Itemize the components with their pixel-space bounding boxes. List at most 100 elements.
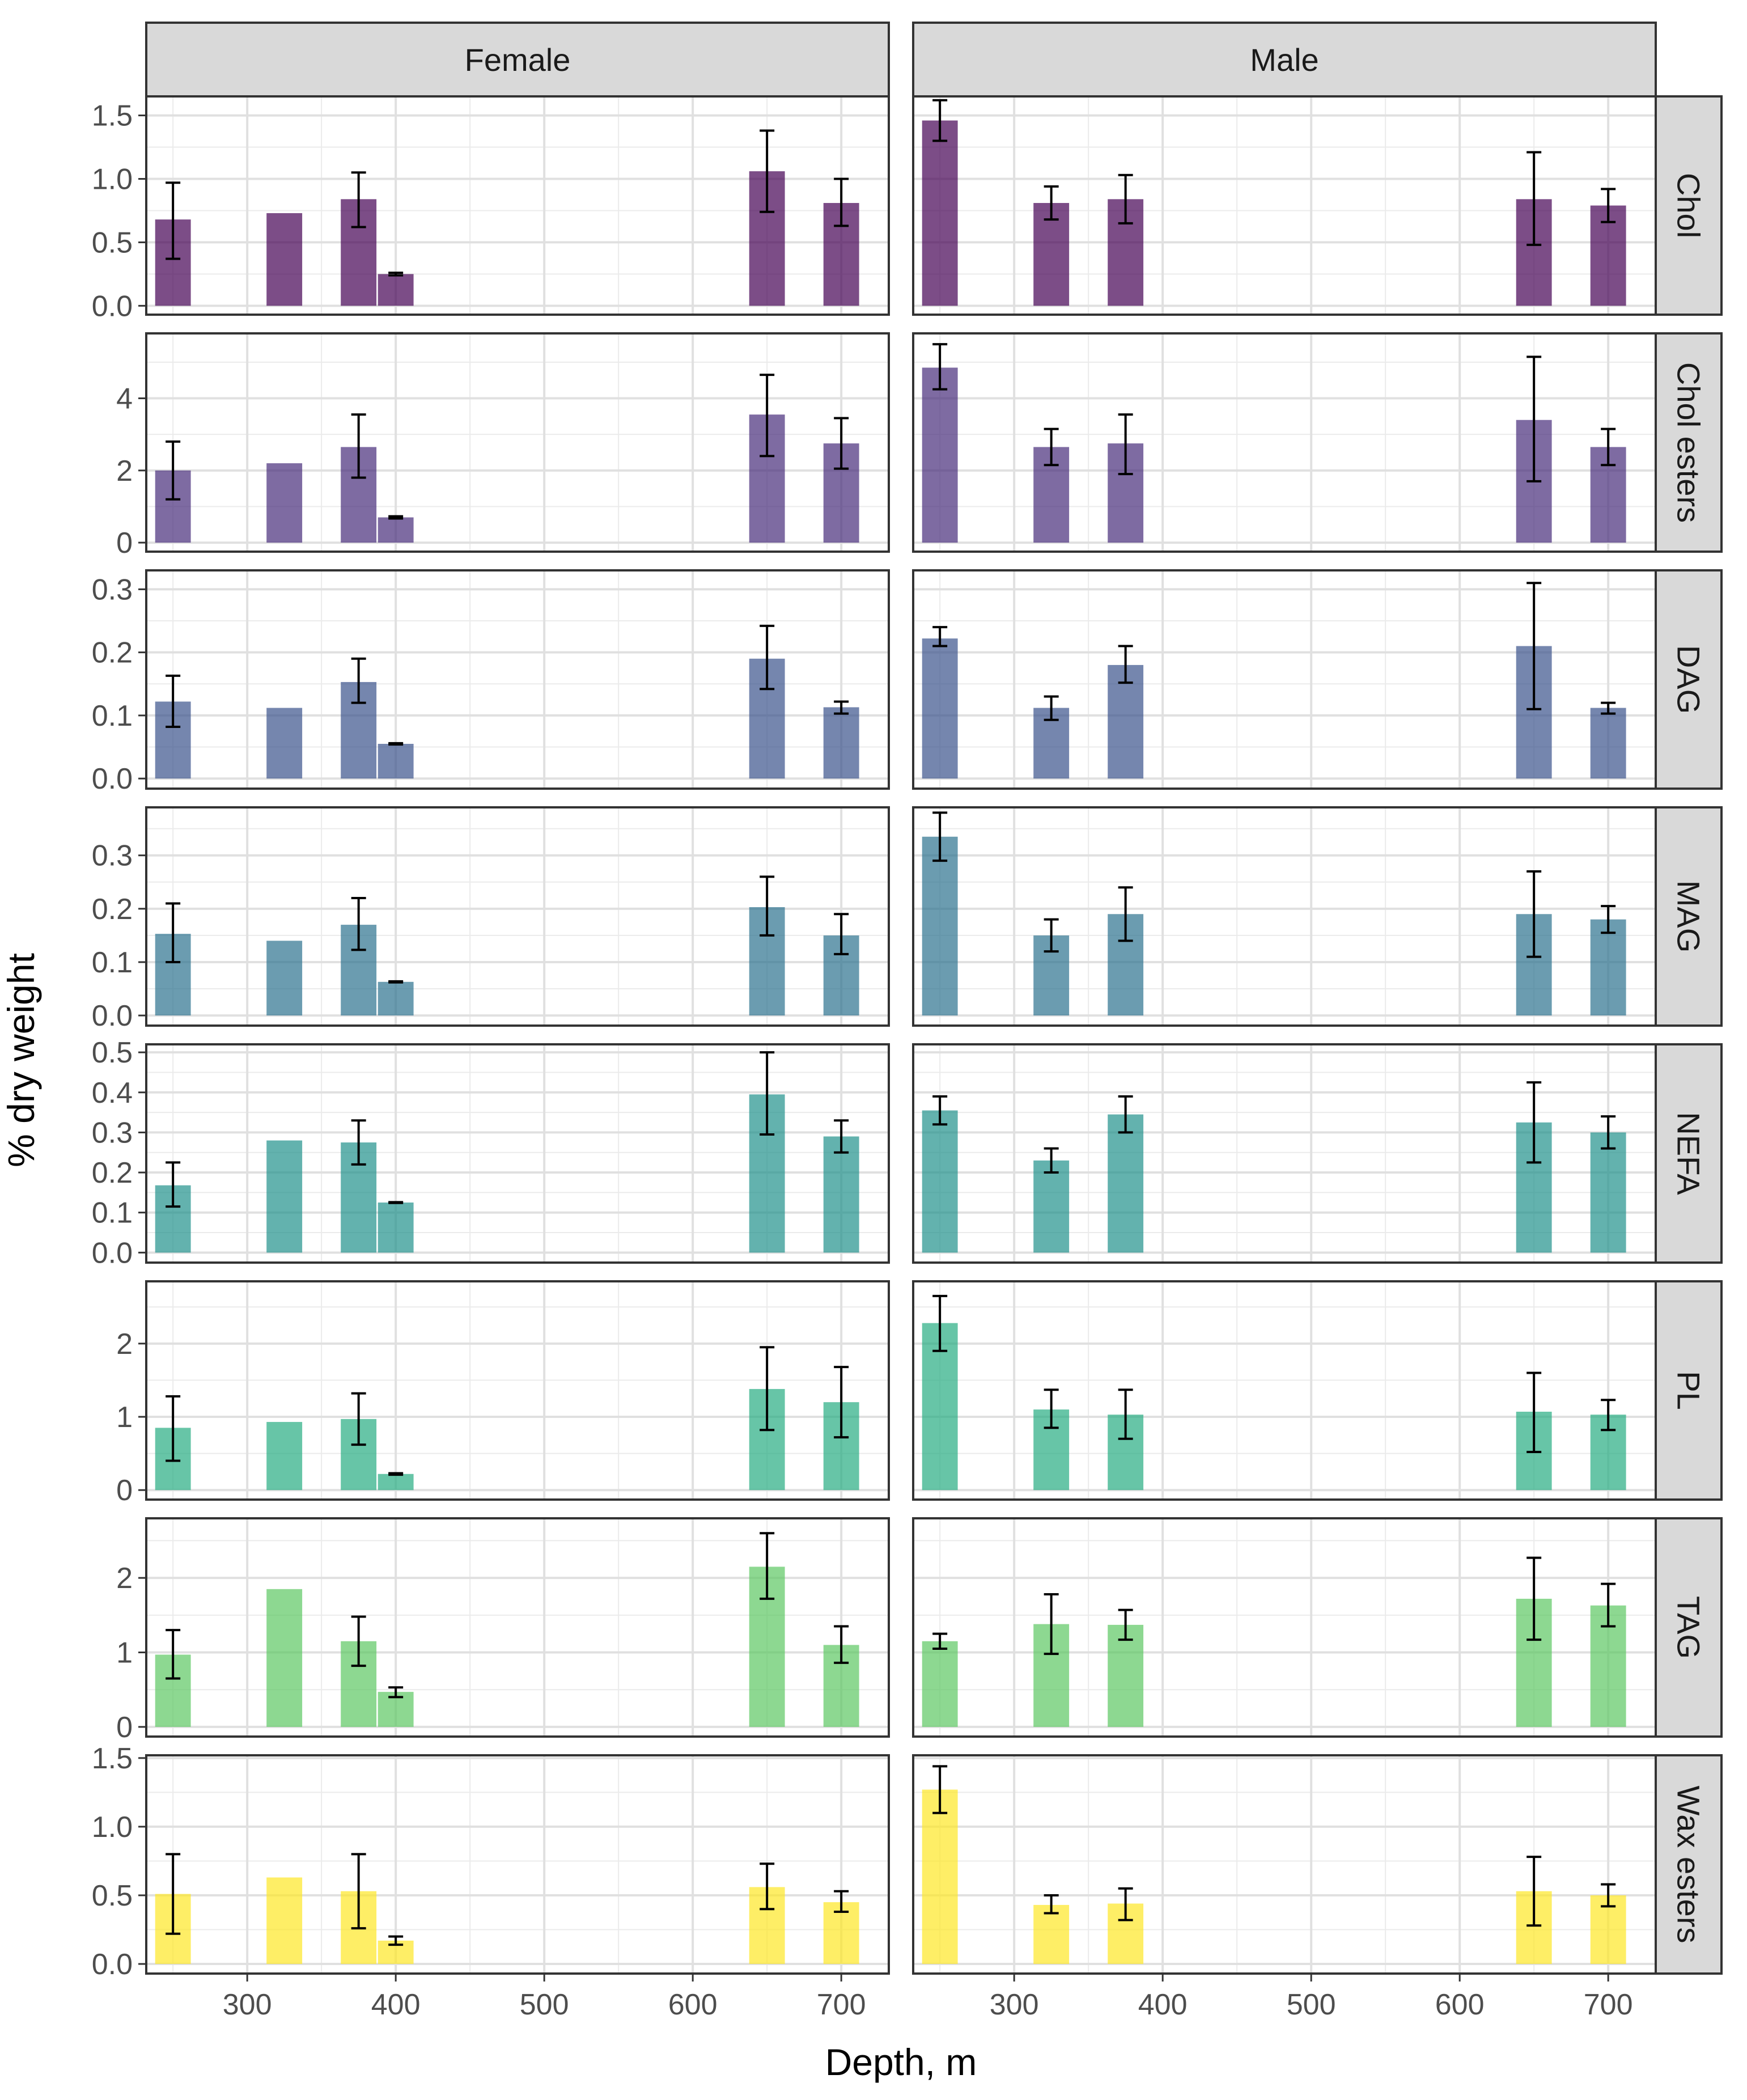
bar bbox=[922, 1789, 958, 1964]
bar bbox=[266, 1877, 303, 1964]
bar bbox=[1033, 1160, 1070, 1253]
facet-strip-mag bbox=[1655, 806, 1723, 1027]
y-tick-label: 0 bbox=[116, 1474, 133, 1507]
x-axis-title: Depth, m bbox=[825, 2041, 977, 2083]
facet-strip-tag bbox=[1655, 1517, 1723, 1738]
facet-strip-label: Male bbox=[1250, 42, 1318, 78]
bar bbox=[1590, 708, 1626, 779]
y-tick-label: 0 bbox=[116, 1711, 133, 1744]
bar bbox=[823, 1136, 859, 1253]
bar bbox=[922, 638, 958, 779]
facet-strip-label: Wax esters bbox=[1671, 1786, 1707, 1944]
panel-tag-male bbox=[912, 1517, 1657, 1738]
x-tick-label: 300 bbox=[223, 1988, 272, 2021]
y-tick-label: 1.0 bbox=[92, 1811, 133, 1844]
x-tick-label: 700 bbox=[1584, 1988, 1633, 2021]
panel-nefa-female bbox=[145, 1043, 890, 1264]
bar bbox=[922, 1641, 958, 1727]
y-tick-label: 0.0 bbox=[92, 763, 133, 795]
panel-mag-female bbox=[145, 806, 890, 1027]
y-tick-label: 0.2 bbox=[92, 1157, 133, 1189]
facet-strip-chol bbox=[1655, 95, 1723, 316]
panel-border bbox=[145, 806, 890, 1027]
y-tick-label: 2 bbox=[116, 455, 133, 488]
bar bbox=[378, 274, 414, 306]
y-tick-label: 2 bbox=[116, 1328, 133, 1361]
y-tick-label: 0.2 bbox=[92, 893, 133, 926]
facet-strip-label: DAG bbox=[1671, 645, 1707, 714]
panel-border bbox=[912, 95, 1657, 316]
panel-border bbox=[912, 332, 1657, 553]
x-tick-label: 500 bbox=[520, 1988, 569, 2021]
y-tick-label: 0.5 bbox=[92, 1036, 133, 1069]
y-tick-label: 1.0 bbox=[92, 163, 133, 196]
bar bbox=[1108, 1114, 1144, 1253]
y-axis-title: % dry weight bbox=[0, 953, 42, 1167]
bar bbox=[266, 1422, 303, 1491]
x-tick-label: 700 bbox=[817, 1988, 866, 2021]
y-tick-label: 1.5 bbox=[92, 1742, 133, 1775]
panel-border bbox=[145, 1043, 890, 1264]
y-tick-label: 0.0 bbox=[92, 1000, 133, 1032]
y-tick-label: 1.5 bbox=[92, 100, 133, 133]
facet-strip-label: MAG bbox=[1671, 880, 1707, 953]
x-tick-label: 300 bbox=[990, 1988, 1039, 2021]
panel-border bbox=[912, 1043, 1657, 1264]
panel-nefa-male bbox=[912, 1043, 1657, 1264]
bar bbox=[1590, 1132, 1626, 1253]
panel-wax-esters-female bbox=[145, 1754, 890, 1975]
bar bbox=[266, 708, 303, 779]
facet-strip-label: Chol bbox=[1671, 173, 1707, 238]
bar bbox=[922, 367, 958, 543]
y-tick-label: 0.5 bbox=[92, 226, 133, 259]
bar bbox=[1108, 1624, 1144, 1727]
facet-strip-label: NEFA bbox=[1671, 1112, 1707, 1195]
facet-strip-label: PL bbox=[1671, 1371, 1707, 1410]
bar bbox=[266, 213, 303, 306]
y-tick-label: 0.3 bbox=[92, 573, 133, 606]
y-tick-label: 0.0 bbox=[92, 1237, 133, 1269]
y-tick-label: 1 bbox=[116, 1637, 133, 1670]
panel-border bbox=[145, 1280, 890, 1501]
y-tick-label: 0.3 bbox=[92, 1116, 133, 1149]
bar bbox=[1108, 664, 1144, 779]
bar bbox=[266, 1589, 303, 1727]
y-tick-label: 0.1 bbox=[92, 1197, 133, 1230]
bar bbox=[378, 517, 414, 543]
panel-chol-esters-female bbox=[145, 332, 890, 553]
panel-dag-female bbox=[145, 569, 890, 790]
y-tick-label: 0.0 bbox=[92, 1948, 133, 1981]
panel-border bbox=[145, 95, 890, 316]
panel-border bbox=[912, 1754, 1657, 1975]
panel-chol-female bbox=[145, 95, 890, 316]
panel-mag-male bbox=[912, 806, 1657, 1027]
bar bbox=[922, 836, 958, 1016]
bar bbox=[823, 707, 859, 779]
y-tick-label: 0.4 bbox=[92, 1077, 133, 1110]
panel-border bbox=[912, 1517, 1657, 1738]
facet-strip-female bbox=[145, 22, 890, 98]
x-tick-label: 500 bbox=[1287, 1988, 1336, 2021]
panel-chol-esters-male bbox=[912, 332, 1657, 553]
y-tick-label: 1 bbox=[116, 1401, 133, 1434]
y-tick-label: 2 bbox=[116, 1562, 133, 1595]
panel-border bbox=[145, 1754, 890, 1975]
bar bbox=[378, 981, 414, 1016]
y-tick-label: 0.1 bbox=[92, 700, 133, 733]
panel-border bbox=[912, 569, 1657, 790]
y-tick-label: 0.0 bbox=[92, 290, 133, 323]
facet-strip-nefa bbox=[1655, 1043, 1723, 1264]
bar bbox=[922, 120, 958, 306]
panel-pl-male bbox=[912, 1280, 1657, 1501]
panel-wax-esters-male bbox=[912, 1754, 1657, 1975]
facet-strip-label: Chol esters bbox=[1671, 362, 1707, 523]
bar bbox=[266, 941, 303, 1016]
bar bbox=[1590, 919, 1626, 1016]
facet-strip-label: Female bbox=[465, 42, 571, 78]
facet-strip-chol-esters bbox=[1655, 332, 1723, 553]
y-tick-label: 0.1 bbox=[92, 946, 133, 979]
x-tick-label: 600 bbox=[1435, 1988, 1485, 2021]
panel-tag-female bbox=[145, 1517, 890, 1738]
panel-border bbox=[912, 1280, 1657, 1501]
